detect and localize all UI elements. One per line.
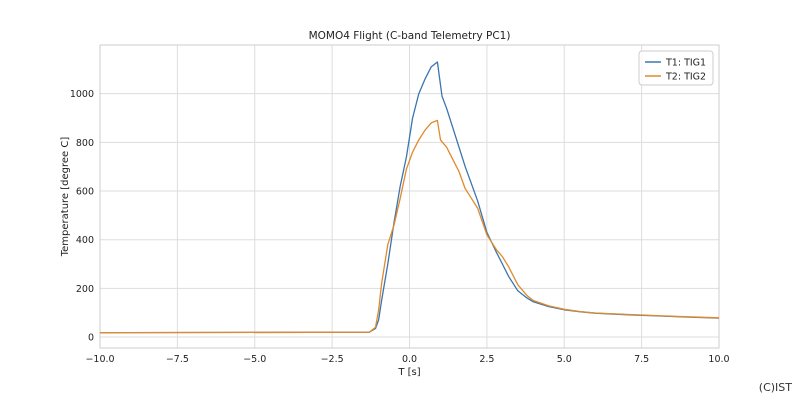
x-tick-label: −2.5	[321, 354, 344, 365]
x-tick-label: 0.0	[402, 354, 417, 365]
y-tick-labels: 0 200 400 600 800 1000	[70, 89, 94, 343]
legend-label: T1: TIG1	[665, 58, 706, 69]
x-tick-labels: −10.0 −7.5 −5.0 −2.5 0.0 2.5 5.0 7.5 10.0	[85, 354, 729, 365]
x-tick-label: 5.0	[557, 354, 572, 365]
legend-label: T2: TIG2	[665, 72, 706, 83]
legend: T1: TIG1 T2: TIG2	[638, 50, 714, 86]
series-layer	[99, 61, 720, 334]
y-axis-label: Temperature [degree C]	[60, 137, 71, 258]
plot-area	[99, 44, 720, 349]
x-tick-label: −5.0	[243, 354, 266, 365]
x-axis-label: T [s]	[397, 367, 420, 378]
series-line-2	[99, 119, 720, 334]
x-tick-label: −10.0	[85, 354, 114, 365]
x-tick-label: 7.5	[634, 354, 649, 365]
x-tick-label: 2.5	[479, 354, 494, 365]
chart-title: MOMO4 Flight (C-band Telemetry PC1)	[309, 30, 511, 42]
copyright-watermark: (C)IST	[758, 381, 792, 394]
x-tick-label: −7.5	[166, 354, 189, 365]
y-tick-label: 400	[76, 235, 94, 246]
y-tick-label: 800	[76, 138, 94, 149]
y-tick-label: 0	[88, 333, 94, 344]
x-tick-label: 10.0	[708, 354, 729, 365]
y-tick-label: 1000	[70, 89, 94, 100]
y-tick-label: 600	[76, 187, 94, 198]
y-tick-label: 200	[76, 284, 94, 295]
